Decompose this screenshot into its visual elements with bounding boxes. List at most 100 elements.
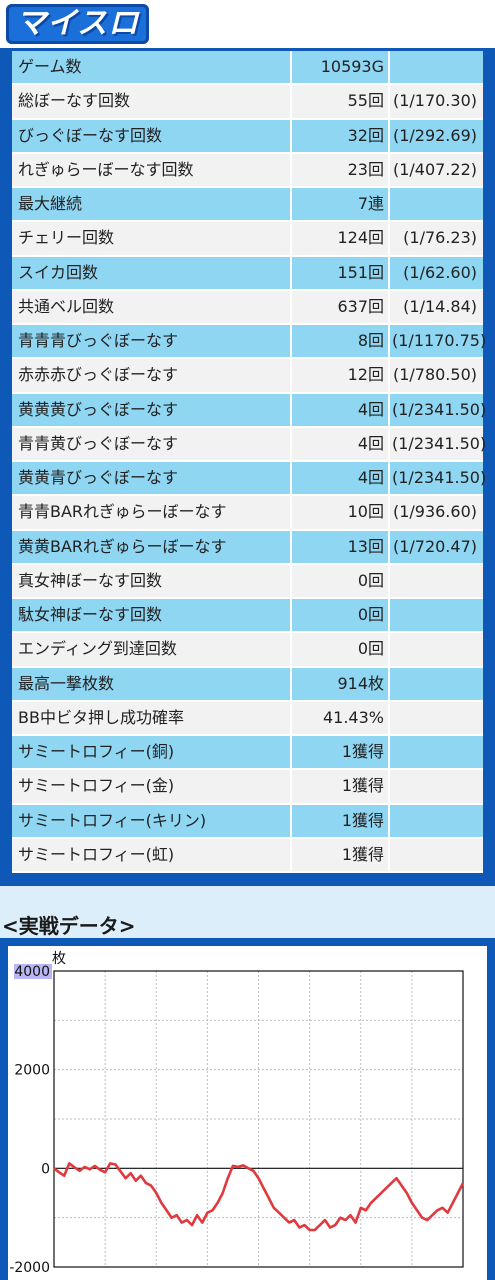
stats-row: れぎゅらーぼーなす回数 23回 (1/407.22) [12, 153, 483, 188]
stats-row: 最高一撃枚数 914枚 [12, 667, 483, 702]
stat-label: チェリー回数 [12, 222, 292, 255]
stat-ratio [392, 51, 483, 83]
stats-row: サミートロフィー(銅) 1獲得 [12, 736, 483, 771]
stat-value: 8回 [294, 325, 390, 358]
chart-background [8, 946, 487, 1280]
stats-row: 青青BARれぎゅらーぼーなす 10回 (1/936.60) [12, 496, 483, 531]
stat-value: 55回 [294, 85, 390, 118]
stat-value: 10回 [294, 496, 390, 529]
stat-value: 23回 [294, 153, 390, 186]
section-header: <実戦データ> [0, 886, 495, 938]
stat-label: 赤赤赤びっぐぼーなす [12, 359, 292, 392]
stat-ratio: (1/292.69) [392, 125, 477, 145]
stat-value: 32回 [294, 119, 390, 152]
stat-label: 青青黄びっぐぼーなす [12, 427, 292, 460]
stat-value: 12回 [294, 359, 390, 392]
stat-ratio: (1/1170.75) [392, 331, 487, 350]
stat-label: 黄黄BARれぎゅらーぼーなす [12, 530, 292, 563]
stat-ratio [392, 565, 483, 597]
stats-row: 青青黄びっぐぼーなす 4回 (1/2341.50) [12, 427, 487, 462]
stat-label: スイカ回数 [12, 256, 292, 289]
medal-history-chart: 4000 2000 0 -2000 枚 [9, 951, 465, 1276]
stat-label: 駄女神ぼーなす回数 [12, 599, 292, 632]
stat-value: 4回 [294, 393, 390, 426]
stat-ratio: (1/2341.50) [392, 433, 487, 453]
stat-ratio [392, 770, 483, 802]
stat-value: 10593G [294, 51, 390, 84]
stat-value: 41.43% [294, 701, 390, 734]
stat-value: 1獲得 [294, 770, 390, 803]
stat-value: 13回 [294, 530, 390, 563]
stat-label: 黄黄黄びっぐぼーなす [12, 393, 292, 426]
stats-row: 黄黄黄びっぐぼーなす 4回 (1/2341.50) [12, 393, 487, 428]
top-tick-highlight [14, 964, 52, 979]
stat-label: 共通ベル回数 [12, 290, 292, 323]
stat-label: サミートロフィー(銅) [12, 736, 292, 769]
stat-ratio: (1/720.47) [392, 536, 477, 556]
y-tick-label: 4000 [14, 964, 50, 980]
stats-row: 真女神ぼーなす回数 0回 [12, 564, 483, 599]
chart-panel: 4000 2000 0 -2000 枚 [0, 938, 495, 1280]
stat-ratio: (1/780.50) [392, 365, 477, 385]
header-bar: マイスロ [0, 0, 495, 50]
stats-row: スイカ回数 151回 (1/62.60) [12, 256, 483, 291]
stat-label: びっぐぼーなす回数 [12, 119, 292, 152]
stat-ratio [392, 839, 483, 871]
stats-row: エンディング到達回数 0回 [12, 633, 483, 668]
stat-label: 総ぼーなす回数 [12, 85, 292, 118]
stat-label: サミートロフィー(キリン) [12, 804, 292, 837]
stat-ratio: (1/936.60) [392, 502, 477, 522]
stats-row: 青青青びっぐぼーなす 8回 (1/1170.75) [12, 325, 487, 360]
stats-row: サミートロフィー(虹) 1獲得 [12, 838, 483, 873]
stat-value: 0回 [294, 564, 390, 597]
stat-label: 青青青びっぐぼーなす [12, 325, 292, 358]
stat-ratio: (1/2341.50) [392, 468, 487, 487]
plot-area-border [53, 970, 464, 1268]
y-tick-label: 2000 [14, 1063, 50, 1079]
stats-table: ゲーム数 10593G 総ぼーなす回数 55回 (1/170.30) びっぐぼーなす回数 3… [12, 51, 487, 873]
stat-ratio: (1/2341.50) [392, 399, 487, 419]
stats-row: 駄女神ぼーなす回数 0回 [12, 599, 483, 634]
stat-label: ゲーム数 [12, 51, 292, 84]
stat-label: 最高一撃枚数 [12, 667, 292, 700]
stats-panel: ゲーム数 10593G 総ぼーなす回数 55回 (1/170.30) びっぐぼーなす回数 3… [0, 48, 495, 880]
y-tick-label: 0 [41, 1161, 50, 1177]
stats-row: 黄黄BARれぎゅらーぼーなす 13回 (1/720.47) [12, 530, 483, 565]
stat-ratio [392, 188, 483, 220]
stats-row: 黄黄青びっぐぼーなす 4回 (1/2341.50) [12, 462, 487, 497]
medal-balance-line [53, 1162, 465, 1232]
stat-value: 7連 [294, 188, 390, 221]
stats-panel-border [0, 880, 495, 886]
stat-value: 1獲得 [294, 838, 390, 871]
stat-label: 最大継続 [12, 188, 292, 221]
stat-ratio [392, 805, 483, 837]
stat-label: 青青BARれぎゅらーぼーなす [12, 496, 292, 529]
stat-ratio: (1/62.60) [403, 262, 477, 282]
stat-value: 914枚 [294, 667, 390, 700]
stat-ratio [392, 668, 483, 700]
stat-ratio: (1/407.22) [392, 159, 477, 179]
stat-value: 637回 [294, 290, 390, 323]
stat-ratio: (1/76.23) [403, 228, 477, 248]
stats-row: ゲーム数 10593G [12, 51, 483, 86]
stat-ratio: (1/170.30) [392, 91, 477, 111]
stats-row: 総ぼーなす回数 55回 (1/170.30) [12, 85, 483, 120]
stats-row: BB中ビタ押し成功確率 41.43% [12, 701, 483, 736]
maislo-logo: マイスロ [6, 4, 150, 44]
stats-row: サミートロフィー(金) 1獲得 [12, 770, 483, 805]
stat-label: サミートロフィー(金) [12, 770, 292, 803]
stat-value: 1獲得 [294, 804, 390, 837]
y-axis-unit-label: 枚 [52, 951, 66, 967]
stat-ratio [392, 702, 483, 734]
stat-value: 0回 [294, 633, 390, 666]
stat-label: 黄黄青びっぐぼーなす [12, 462, 292, 495]
stat-ratio [392, 736, 483, 768]
stats-row: チェリー回数 124回 (1/76.23) [12, 222, 483, 257]
section-title: <実戦データ> [2, 914, 136, 938]
stat-value: 151回 [294, 256, 390, 289]
stat-label: エンディング到達回数 [12, 633, 292, 666]
stats-row: サミートロフィー(キリン) 1獲得 [12, 804, 483, 839]
stats-row: 赤赤赤びっぐぼーなす 12回 (1/780.50) [12, 359, 483, 394]
stat-ratio [392, 633, 483, 665]
stats-row: びっぐぼーなす回数 32回 (1/292.69) [12, 119, 483, 154]
